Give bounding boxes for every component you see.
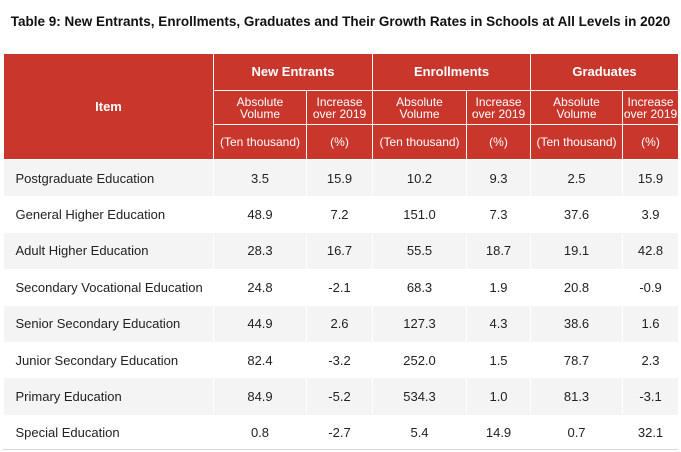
table-cell: 18.7 bbox=[466, 232, 532, 270]
absolute-volume-header: Absolute Volume bbox=[530, 90, 624, 125]
table-cell: 15.9 bbox=[306, 159, 374, 197]
table-row: General Higher Education 48.9 7.2 151.0 … bbox=[3, 196, 680, 233]
table-cell: 28.3 bbox=[213, 232, 307, 270]
table-cell: -5.2 bbox=[306, 378, 374, 415]
table-title: Table 9: New Entrants, Enrollments, Grad… bbox=[10, 14, 671, 29]
table-cell: 82.4 bbox=[213, 341, 307, 379]
table-cell: 14.9 bbox=[466, 414, 532, 452]
table-cell: 127.3 bbox=[372, 305, 468, 342]
row-label: Adult Higher Education bbox=[3, 232, 214, 270]
table-cell: 5.4 bbox=[372, 414, 468, 452]
table-cell: 1.5 bbox=[466, 341, 532, 379]
education-statistics-table: Item New Entrants Enrollments Graduates … bbox=[3, 53, 680, 452]
table-cell: 16.7 bbox=[306, 232, 374, 270]
table-cell: 3.5 bbox=[213, 159, 307, 197]
table-cell: -3.2 bbox=[306, 341, 374, 379]
table-cell: 7.3 bbox=[466, 196, 532, 233]
absolute-volume-header: Absolute Volume bbox=[213, 90, 307, 125]
table-row: Special Education 0.8 -2.7 5.4 14.9 0.7 … bbox=[3, 414, 680, 452]
table-cell: 20.8 bbox=[530, 269, 624, 306]
table-cell: 0.7 bbox=[530, 414, 624, 452]
row-label: Special Education bbox=[3, 414, 214, 452]
table-cell: 4.3 bbox=[466, 305, 532, 342]
unit-label: (%) bbox=[305, 124, 374, 160]
table-cell: 0.8 bbox=[213, 414, 307, 452]
table-cell: 9.3 bbox=[466, 159, 532, 197]
table-cell: 48.9 bbox=[213, 196, 307, 233]
table-row: Adult Higher Education 28.3 16.7 55.5 18… bbox=[3, 232, 680, 270]
table-cell: 78.7 bbox=[530, 341, 624, 379]
table-cell: 252.0 bbox=[372, 341, 468, 379]
table-cell: 55.5 bbox=[372, 232, 468, 270]
table-cell: 38.6 bbox=[530, 305, 624, 342]
table-cell: 68.3 bbox=[372, 269, 468, 306]
graduates-header: Graduates bbox=[530, 53, 680, 91]
row-label: General Higher Education bbox=[3, 196, 214, 233]
unit-label: (Ten thousand) bbox=[372, 124, 468, 160]
item-header: Item bbox=[3, 53, 214, 160]
unit-label: (Ten thousand) bbox=[213, 124, 307, 160]
table-row: Postgraduate Education 3.5 15.9 10.2 9.3… bbox=[3, 159, 680, 197]
table-cell: 2.3 bbox=[622, 341, 680, 379]
unit-label: (%) bbox=[622, 124, 680, 160]
increase-header: Increase over 2019 bbox=[622, 90, 680, 125]
table-cell: -0.9 bbox=[622, 269, 680, 306]
row-label: Senior Secondary Education bbox=[3, 305, 214, 342]
table-cell: 534.3 bbox=[372, 378, 468, 415]
table-cell: 81.3 bbox=[530, 378, 624, 415]
table-cell: 44.9 bbox=[213, 305, 307, 342]
table-row: Senior Secondary Education 44.9 2.6 127.… bbox=[3, 305, 680, 342]
table-bottom-divider bbox=[3, 449, 678, 450]
table-row: Secondary Vocational Education 24.8 -2.1… bbox=[3, 269, 680, 306]
absolute-volume-header: Absolute Volume bbox=[372, 90, 468, 125]
table-cell: -2.7 bbox=[306, 414, 374, 452]
table-cell: 2.6 bbox=[306, 305, 374, 342]
unit-label: (%) bbox=[466, 124, 532, 160]
enrollments-header: Enrollments bbox=[372, 53, 532, 91]
table-cell: 7.2 bbox=[306, 196, 374, 233]
row-label: Postgraduate Education bbox=[3, 159, 214, 197]
table-cell: -2.1 bbox=[306, 269, 374, 306]
table-cell: 24.8 bbox=[213, 269, 307, 306]
table-cell: 32.1 bbox=[622, 414, 680, 452]
table-cell: 151.0 bbox=[372, 196, 468, 233]
increase-header: Increase over 2019 bbox=[466, 90, 532, 125]
table-cell: 15.9 bbox=[622, 159, 680, 197]
table-row: Primary Education 84.9 -5.2 534.3 1.0 81… bbox=[3, 378, 680, 415]
table-cell: 1.6 bbox=[622, 305, 680, 342]
new-entrants-header: New Entrants bbox=[212, 53, 374, 91]
row-label: Junior Secondary Education bbox=[3, 341, 214, 379]
table-cell: 10.2 bbox=[372, 159, 468, 197]
row-label: Secondary Vocational Education bbox=[3, 269, 214, 306]
table-cell: 2.5 bbox=[530, 159, 624, 197]
table-cell: -3.1 bbox=[622, 378, 680, 415]
table-cell: 84.9 bbox=[213, 378, 307, 415]
table-cell: 19.1 bbox=[530, 232, 624, 270]
table-cell: 1.0 bbox=[466, 378, 532, 415]
unit-label: (Ten thousand) bbox=[530, 124, 624, 160]
table-cell: 42.8 bbox=[622, 232, 680, 270]
table-cell: 3.9 bbox=[622, 196, 680, 233]
increase-header: Increase over 2019 bbox=[305, 90, 374, 125]
table-cell: 37.6 bbox=[530, 196, 624, 233]
table-row: Junior Secondary Education 82.4 -3.2 252… bbox=[3, 341, 680, 379]
row-label: Primary Education bbox=[3, 378, 214, 415]
table-cell: 1.9 bbox=[466, 269, 532, 306]
